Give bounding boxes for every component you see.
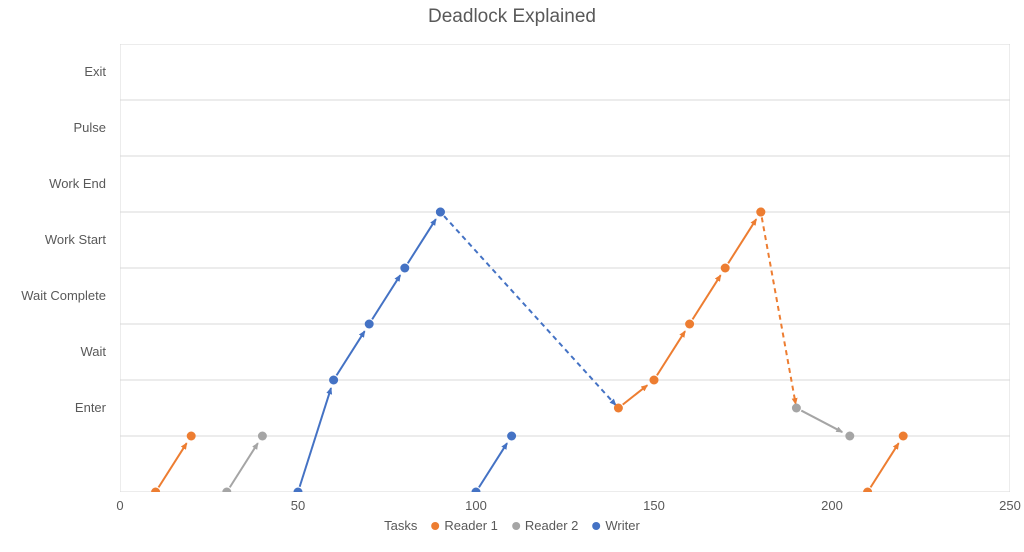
- data-point: [258, 432, 267, 441]
- data-point: [436, 208, 445, 217]
- y-tick-label: Wait Complete: [0, 288, 106, 303]
- legend-label: Reader 2: [525, 518, 578, 533]
- x-tick-label: 50: [278, 498, 318, 513]
- x-tick-label: 150: [634, 498, 674, 513]
- data-point: [222, 488, 231, 493]
- data-point: [614, 404, 623, 413]
- data-point: [187, 432, 196, 441]
- data-point: [756, 208, 765, 217]
- legend-label: Reader 1: [444, 518, 497, 533]
- y-tick-label: Exit: [0, 64, 106, 79]
- data-point: [650, 376, 659, 385]
- x-tick-label: 250: [990, 498, 1024, 513]
- chart-title: Deadlock Explained: [0, 6, 1024, 28]
- data-point: [721, 264, 730, 273]
- x-tick-label: 100: [456, 498, 496, 513]
- data-point: [507, 432, 516, 441]
- data-point: [863, 488, 872, 493]
- plot-area: [120, 44, 1010, 492]
- data-point: [151, 488, 160, 493]
- data-point: [294, 488, 303, 493]
- legend-item: Reader 1: [431, 518, 497, 533]
- data-point: [365, 320, 374, 329]
- legend-label: Writer: [605, 518, 639, 533]
- legend-item: Reader 2: [512, 518, 578, 533]
- y-tick-label: Enter: [0, 400, 106, 415]
- legend-item: Writer: [592, 518, 639, 533]
- data-point: [472, 488, 481, 493]
- y-tick-label: Pulse: [0, 120, 106, 135]
- x-tick-label: 0: [100, 498, 140, 513]
- chart-root: Deadlock Explained Tasks Reader 1 Reader …: [0, 0, 1024, 552]
- data-point: [899, 432, 908, 441]
- x-tick-label: 200: [812, 498, 852, 513]
- legend-title: Tasks: [384, 518, 417, 533]
- y-tick-label: Work Start: [0, 232, 106, 247]
- data-point: [400, 264, 409, 273]
- y-tick-label: Wait: [0, 344, 106, 359]
- data-point: [792, 404, 801, 413]
- data-point: [845, 432, 854, 441]
- y-tick-label: Work End: [0, 176, 106, 191]
- legend-dot-icon: [431, 522, 439, 530]
- legend-dot-icon: [512, 522, 520, 530]
- legend-dot-icon: [592, 522, 600, 530]
- legend: Tasks Reader 1 Reader 2 Writer: [384, 518, 640, 533]
- data-point: [329, 376, 338, 385]
- data-point: [685, 320, 694, 329]
